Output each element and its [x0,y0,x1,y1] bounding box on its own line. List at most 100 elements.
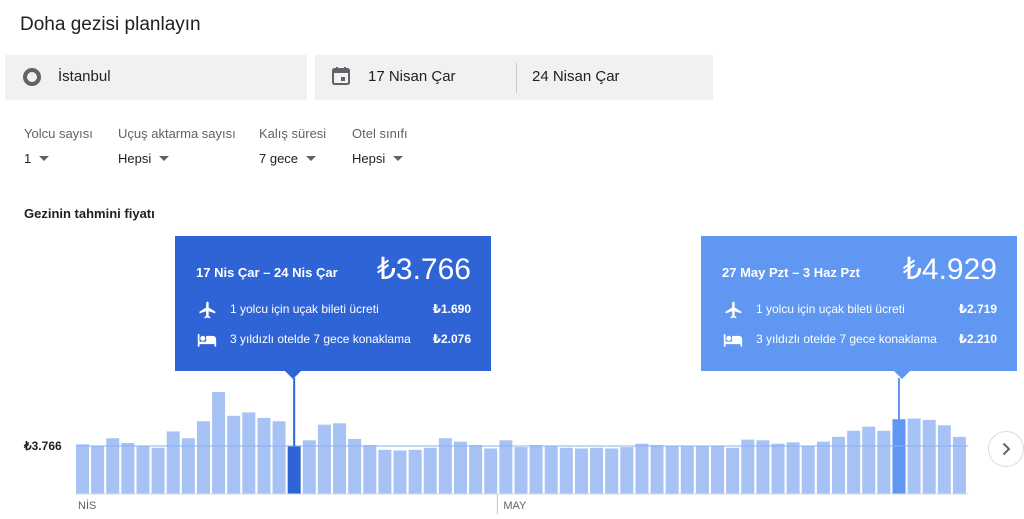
page-title: Doha gezisi planlayın [20,14,201,35]
tooltip-dates: 27 May Pzt – 3 Haz Pzt [722,265,860,280]
price-bar[interactable] [832,436,845,494]
price-bar[interactable] [605,448,619,494]
price-bar[interactable] [559,447,573,494]
origin-circle-icon [23,68,41,86]
filter-label-hotel-class: Otel sınıfı [352,126,408,141]
price-bar[interactable] [907,418,921,494]
price-bar[interactable] [438,438,452,494]
price-bar[interactable] [786,442,800,494]
reference-price-label: ₺3.766 [23,439,62,453]
price-bar[interactable] [121,443,135,494]
price-bar[interactable] [242,412,256,494]
filter-stay-dropdown[interactable]: 7 gece [259,151,317,166]
filter-passengers-dropdown[interactable]: 1 [24,151,50,166]
price-bar[interactable] [711,446,725,494]
price-chart: ₺3.766 NİS MAY [23,378,969,514]
price-bar[interactable] [544,446,558,494]
price-bar[interactable] [196,421,210,494]
plane-icon [199,301,216,319]
price-bar[interactable] [181,438,195,494]
price-bar[interactable] [665,445,679,494]
price-bar[interactable] [877,430,891,494]
plane-icon [725,301,742,319]
dates-field[interactable]: 17 Nisan Çar 24 Nisan Çar [315,55,713,100]
filter-label-stay: Kalış süresi [259,126,327,141]
price-bar[interactable] [529,445,543,494]
origin-field[interactable]: İstanbul [5,55,307,100]
price-bar[interactable] [892,419,906,494]
price-bar[interactable] [227,415,241,494]
calendar-icon [332,67,350,85]
price-bar[interactable] [166,431,180,494]
section-title: Gezinin tahmini fiyatı [24,206,155,221]
dates-divider [516,63,517,93]
return-date[interactable]: 24 Nisan Çar [532,68,620,85]
price-tooltip-selected: 17 Nis Çar – 24 Nis Çar ₺3.766 1 yolcu i… [175,236,491,379]
bed-icon [723,334,743,347]
caret-down-icon [393,156,404,161]
price-bar[interactable] [136,446,150,494]
price-bar[interactable] [514,447,528,494]
filter-passengers-value: 1 [24,151,32,166]
price-bar[interactable] [937,425,951,494]
price-bar[interactable] [574,448,588,494]
depart-date[interactable]: 17 Nisan Çar [368,68,456,85]
tooltip-pointer [285,371,301,379]
price-bar[interactable] [76,444,89,494]
price-bar[interactable] [862,426,876,494]
caret-down-icon [306,156,317,161]
price-bar[interactable] [620,447,634,494]
price-bar[interactable] [635,443,649,494]
price-bar[interactable] [499,440,513,494]
price-bar[interactable] [408,449,422,494]
price-bar[interactable] [151,447,165,494]
caret-down-icon [39,156,50,161]
price-bar[interactable] [590,447,604,494]
next-button[interactable] [988,431,1024,467]
price-bar[interactable] [106,438,120,494]
price-bar[interactable] [816,441,830,494]
caret-down-icon [159,156,170,161]
price-bar[interactable] [348,438,362,494]
price-bar[interactable] [272,421,286,494]
price-bar[interactable] [393,450,407,494]
price-bar[interactable] [695,445,709,494]
filter-stay-value: 7 gece [259,151,299,166]
price-bar[interactable] [741,439,755,494]
price-bar[interactable] [756,440,770,494]
price-bar[interactable] [317,424,331,494]
price-bar[interactable] [302,440,316,494]
price-bar[interactable] [454,441,467,494]
price-bar[interactable] [91,446,105,494]
price-bar[interactable] [952,436,966,494]
price-bar[interactable] [423,447,437,494]
filter-label-passengers: Yolcu sayısı [24,126,93,141]
price-bar[interactable] [484,448,498,494]
month-label: NİS [78,499,96,512]
bed-icon [197,334,217,347]
price-bar[interactable] [469,445,483,494]
filter-hotel-class-value: Hepsi [352,151,386,166]
price-bar[interactable] [212,392,226,494]
price-bar[interactable] [333,423,347,494]
filter-hotel-class-dropdown[interactable]: Hepsi [352,151,404,166]
price-bar[interactable] [726,447,740,494]
tooltip-flight-price: ₺2.719 [958,302,997,316]
price-bar[interactable] [771,443,785,494]
price-bar[interactable] [650,445,664,494]
price-bar[interactable] [922,419,936,494]
price-bar[interactable] [257,417,271,494]
filter-stops-dropdown[interactable]: Hepsi [118,151,170,166]
tooltip-pointer [894,371,910,379]
price-tooltip-hover: 27 May Pzt – 3 Haz Pzt ₺4.929 1 yolcu iç… [701,236,1017,379]
price-bar[interactable] [680,446,694,494]
tooltip-dates: 17 Nis Çar – 24 Nis Çar [196,265,338,280]
chevron-right-icon [1002,442,1011,456]
price-bar[interactable] [287,446,301,494]
price-bar[interactable] [801,445,815,494]
price-bar[interactable] [378,449,392,494]
tooltip-total-price: ₺4.929 [902,253,997,286]
tooltip-flight-label: 1 yolcu için uçak bileti ücreti [230,302,379,316]
price-bar[interactable] [363,445,377,494]
price-bar[interactable] [847,430,861,494]
